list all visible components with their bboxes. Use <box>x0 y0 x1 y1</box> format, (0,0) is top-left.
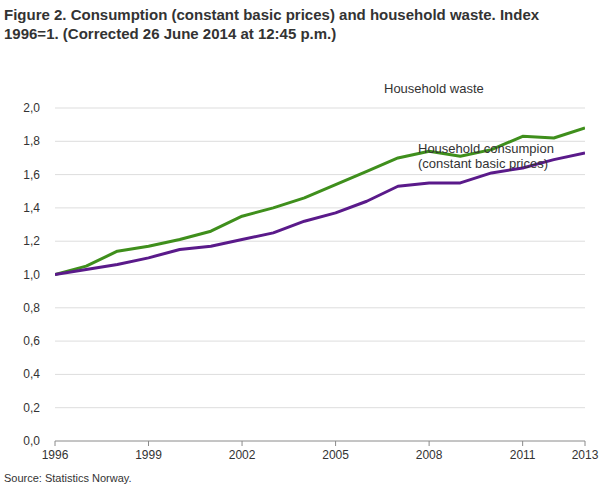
chart: Figure 2. Consumption (constant basic pr… <box>0 0 610 488</box>
grid-line <box>55 174 585 175</box>
x-tick-label: 1999 <box>135 448 162 462</box>
series-line <box>55 128 585 275</box>
y-tick-label: 1,8 <box>23 134 40 148</box>
title: Figure 2. Consumption (constant basic pr… <box>4 6 540 42</box>
series-line <box>55 153 585 275</box>
source: Source: Statistics Norway. <box>4 472 132 484</box>
grid-line <box>55 274 585 275</box>
x-tick-label: 2011 <box>510 448 536 462</box>
y-tick-label: 1,0 <box>23 268 40 282</box>
series-label: Household consumpion(constant basic pric… <box>418 141 554 171</box>
x-tick <box>148 441 149 446</box>
x-tick <box>585 441 586 446</box>
x-tick-label: 2008 <box>416 448 443 462</box>
x-tick-label: 2005 <box>322 448 349 462</box>
y-tick-label: 2,0 <box>23 101 40 115</box>
x-tick-label: 2002 <box>229 448 256 462</box>
y-tick-label: 0,2 <box>23 401 40 415</box>
grid-line <box>55 341 585 342</box>
grid-line <box>55 207 585 208</box>
x-tick <box>242 441 243 446</box>
plot-area <box>55 128 585 275</box>
grid-line <box>55 441 585 442</box>
x-tick <box>55 441 56 446</box>
y-tick-label: 0,6 <box>23 334 40 348</box>
x-tick <box>429 441 430 446</box>
y-tick-label: 0,4 <box>23 367 40 381</box>
grid-line <box>55 407 585 408</box>
grid-line <box>55 108 585 109</box>
x-tick-label: 2013 <box>572 448 599 462</box>
x-tick <box>522 441 523 446</box>
x-tick <box>335 441 336 446</box>
y-tick-label: 0,8 <box>23 301 40 315</box>
series-label: Household waste <box>384 81 484 96</box>
x-tick-label: 1996 <box>42 448 69 462</box>
grid-line <box>55 307 585 308</box>
y-tick-label: 0,0 <box>23 434 40 448</box>
y-tick-label: 1,4 <box>23 201 40 215</box>
y-tick-label: 1,6 <box>23 168 40 182</box>
y-tick-label: 1,2 <box>23 234 40 248</box>
grid-line <box>55 241 585 242</box>
grid-line <box>55 374 585 375</box>
